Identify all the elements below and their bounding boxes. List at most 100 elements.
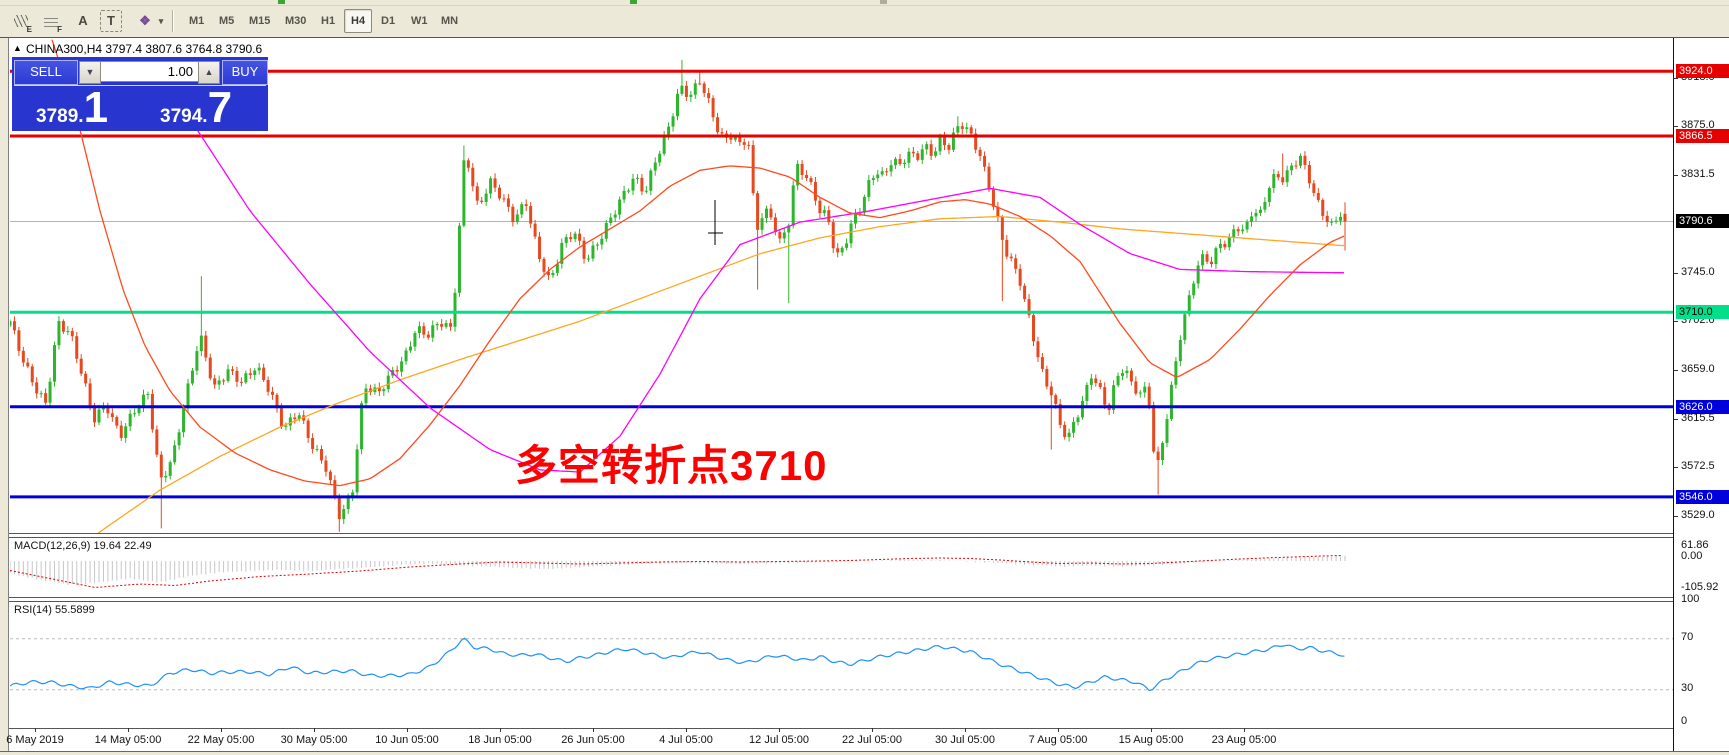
macd-scale-label: -105.92 xyxy=(1681,581,1719,593)
cropped-upper-toolbar xyxy=(0,0,1729,6)
time-axis-label: 30 May 05:00 xyxy=(280,734,348,746)
time-tick xyxy=(500,728,501,732)
panel-separator[interactable] xyxy=(9,601,1674,602)
time-axis-label: 23 Aug 05:00 xyxy=(1211,734,1277,746)
price-level-badge: 3866.5 xyxy=(1676,129,1729,143)
price-axis-label: 3529.0 xyxy=(1681,509,1715,521)
time-axis-label: 6 May 2019 xyxy=(6,734,64,746)
ask-price: 3794.7 xyxy=(160,86,232,130)
icon-sub-label: E xyxy=(26,25,32,34)
price-level-badge: 3626.0 xyxy=(1676,400,1729,414)
time-tick xyxy=(872,728,873,732)
time-axis-label: 22 Jul 05:00 xyxy=(842,734,902,746)
buy-button[interactable]: BUY xyxy=(222,60,268,85)
tf-button-W1[interactable]: W1 xyxy=(411,15,428,27)
time-tick xyxy=(407,728,408,732)
macd-name: MACD(12,26,9) xyxy=(14,540,91,552)
time-axis-label: 22 May 05:00 xyxy=(187,734,255,746)
price-tick xyxy=(1673,516,1678,517)
cropped-icon xyxy=(630,0,637,4)
price-axis-border xyxy=(1673,38,1674,751)
time-tick xyxy=(965,728,966,732)
cropped-icon xyxy=(278,0,285,4)
chart-expand-arrow-icon[interactable]: ▲ xyxy=(13,43,22,53)
time-axis-label: 15 Aug 05:00 xyxy=(1118,734,1184,746)
time-tick xyxy=(779,728,780,732)
price-axis-label: 3745.0 xyxy=(1681,266,1715,278)
price-tick xyxy=(1673,467,1678,468)
rsi-label: RSI(14) 55.5899 xyxy=(14,604,95,616)
text-box-tool[interactable]: T xyxy=(100,10,122,32)
chart-text-annotation: 多空转折点3710 xyxy=(515,442,828,489)
price-tick xyxy=(1673,419,1678,420)
macd-scale-label: 0.00 xyxy=(1681,550,1703,562)
macd-panel-canvas[interactable] xyxy=(10,538,1673,597)
grid-f-icon[interactable]: F xyxy=(38,8,64,34)
time-axis-label: 7 Aug 05:00 xyxy=(1028,734,1088,746)
price-level-badge: 3924.0 xyxy=(1676,64,1729,78)
ask-fraction: 7 xyxy=(207,83,233,132)
toolbar-separator xyxy=(172,10,174,32)
time-tick xyxy=(1244,728,1245,732)
bid-price: 3789.1 xyxy=(36,86,108,130)
tf-button-MN[interactable]: MN xyxy=(441,15,459,27)
panel-separator[interactable] xyxy=(9,533,1674,534)
tf-button-D1[interactable]: D1 xyxy=(381,15,396,27)
volume-input[interactable] xyxy=(100,61,199,82)
volume-increment-button[interactable]: ▲ xyxy=(198,61,220,84)
icon-sub-label: F xyxy=(57,25,62,34)
time-axis-border xyxy=(9,728,1674,729)
rsi-scale-label: 100 xyxy=(1681,593,1700,605)
window-left-gutter xyxy=(0,38,9,755)
arrange-windows-tool[interactable]: ❖ xyxy=(139,13,151,28)
time-tick xyxy=(1151,728,1152,732)
hatch-glyph xyxy=(14,15,28,27)
time-axis-label: 12 Jul 05:00 xyxy=(749,734,809,746)
time-axis-label: 30 Jul 05:00 xyxy=(935,734,995,746)
rsi-panel-canvas[interactable] xyxy=(10,602,1673,728)
tf-button-H4[interactable]: H4 xyxy=(344,9,373,33)
rsi-value: 55.5899 xyxy=(54,604,95,616)
rsi-scale-label: 30 xyxy=(1681,682,1694,694)
time-axis-label: 18 Jun 05:00 xyxy=(468,734,532,746)
text-label-tool[interactable]: A xyxy=(78,13,88,28)
sell-button[interactable]: SELL xyxy=(14,60,78,85)
main-chart-canvas[interactable] xyxy=(10,38,1673,533)
price-level-badge: 3710.0 xyxy=(1676,305,1729,319)
price-axis xyxy=(1674,38,1729,751)
rsi-scale-label: 70 xyxy=(1681,631,1694,643)
indicator-hatch-e-icon[interactable]: E xyxy=(8,8,34,34)
time-tick xyxy=(314,728,315,732)
window-bottom-strip xyxy=(0,752,1729,755)
panel-separator[interactable] xyxy=(9,597,1674,598)
time-tick xyxy=(593,728,594,732)
rsi-scale-label: 0 xyxy=(1681,715,1688,727)
chart-title: CHINA300,H4 3797.4 3807.6 3764.8 3790.6 xyxy=(26,42,263,56)
tf-button-M5[interactable]: M5 xyxy=(219,15,235,27)
price-tick xyxy=(1673,370,1678,371)
volume-decrement-button[interactable]: ▼ xyxy=(79,61,101,84)
price-level-badge: 3790.6 xyxy=(1676,214,1729,228)
time-axis-label: 26 Jun 05:00 xyxy=(561,734,625,746)
panel-separator[interactable] xyxy=(9,537,1674,538)
time-tick xyxy=(686,728,687,732)
rsi-name: RSI(14) xyxy=(14,604,52,616)
price-tick xyxy=(1673,175,1678,176)
bid-dot: . xyxy=(78,106,84,127)
price-axis-label: 3875.0 xyxy=(1681,119,1715,131)
time-axis-label: 10 Jun 05:00 xyxy=(375,734,439,746)
time-axis-label: 4 Jul 05:00 xyxy=(659,734,713,746)
price-axis-label: 3831.5 xyxy=(1681,168,1715,180)
tf-button-M1[interactable]: M1 xyxy=(189,15,205,27)
bid-main: 3789 xyxy=(36,106,79,127)
time-axis-label: 14 May 05:00 xyxy=(94,734,162,746)
price-axis-label: 3572.5 xyxy=(1681,460,1715,472)
tf-button-H1[interactable]: H1 xyxy=(321,15,336,27)
tf-button-M30[interactable]: M30 xyxy=(285,15,307,27)
price-axis-label: 3615.5 xyxy=(1681,412,1715,424)
dropdown-caret-icon[interactable]: ▾ xyxy=(158,16,164,26)
price-level-badge: 3546.0 xyxy=(1676,490,1729,504)
window-bottom-border xyxy=(0,751,1729,752)
tf-button-M15[interactable]: M15 xyxy=(249,15,271,27)
